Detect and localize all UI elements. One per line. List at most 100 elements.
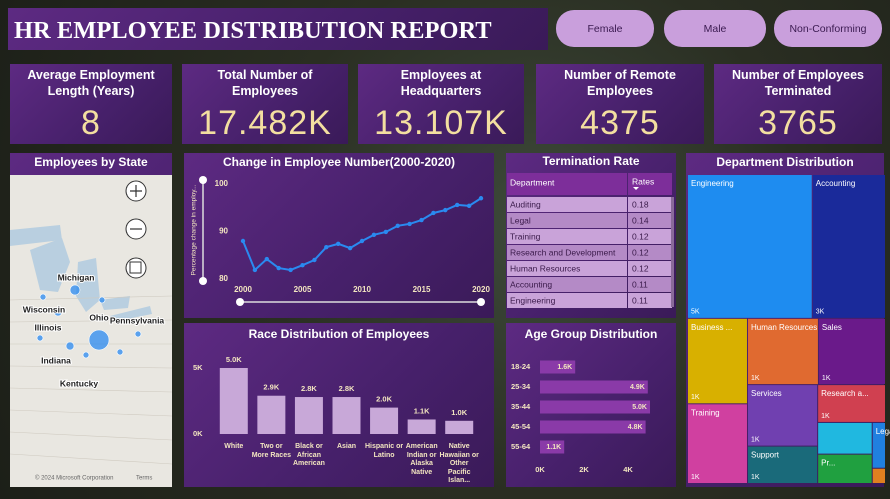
y-tick-label: 0K xyxy=(193,429,203,438)
panel xyxy=(182,64,348,144)
lake xyxy=(30,238,70,292)
tile-label: Services xyxy=(751,389,782,398)
kpi-label: Employees at Headquarters xyxy=(400,68,482,98)
line-point xyxy=(443,207,448,213)
table-row xyxy=(507,277,627,292)
x-tick-label: 4K xyxy=(623,465,633,474)
slider-handle[interactable] xyxy=(477,298,485,306)
y-tick-label: 55-64 xyxy=(511,442,531,451)
sort-arrow xyxy=(633,187,639,190)
line-point xyxy=(300,263,305,268)
bar xyxy=(332,397,361,434)
tile-label: Accounting xyxy=(816,179,856,188)
line-point xyxy=(276,265,281,271)
table-cell: 0.12 xyxy=(632,231,649,241)
table-cell: 0.11 xyxy=(632,295,648,305)
tile-value: 1K xyxy=(691,474,700,481)
kpi-label: Number of Remote Employees xyxy=(564,68,676,98)
line-point xyxy=(419,217,424,223)
tile-value: 1K xyxy=(751,436,760,443)
kpi-label: Number of Employees Terminated xyxy=(732,68,864,98)
table-row xyxy=(628,197,672,212)
line-point xyxy=(431,210,436,216)
panel xyxy=(358,64,524,144)
table-cell: Research and Development xyxy=(510,247,616,257)
x-tick-label: 0K xyxy=(535,465,545,474)
bar xyxy=(540,380,648,394)
table-cell: Engineering xyxy=(510,295,556,305)
x-tick-label: Native Hawaiian or Other Pacific Islan..… xyxy=(439,443,479,484)
chart-title: Race Distribution of Employees xyxy=(249,327,430,341)
tile-value: 3K xyxy=(816,309,825,316)
panel xyxy=(536,64,704,144)
x-tick-label: Hispanic or Latino xyxy=(365,443,404,459)
select-icon xyxy=(129,261,142,274)
y-tick-label: 100 xyxy=(215,179,229,188)
map-label: Indiana xyxy=(41,355,71,365)
chart-title: Age Group Distribution xyxy=(525,327,658,341)
slider-handle[interactable] xyxy=(236,298,244,306)
treemap-tile xyxy=(812,175,885,318)
bar xyxy=(540,400,650,414)
filter-button[interactable]: Male xyxy=(664,10,766,47)
report-title: HR EMPLOYEE DISTRIBUTION REPORT xyxy=(14,17,492,44)
x-tick-label: White xyxy=(224,443,244,450)
x-tick-label: 2K xyxy=(579,465,589,474)
tile-value: 1K xyxy=(822,375,831,382)
bar xyxy=(540,440,565,454)
y-tick-label: 90 xyxy=(219,227,228,236)
scrollbar xyxy=(671,197,674,307)
kpi-value: 13.107K xyxy=(374,104,508,142)
x-tick-label: American Indian or Alaska Native xyxy=(405,443,438,476)
line-point xyxy=(264,256,269,262)
bar xyxy=(219,368,248,434)
treemap-tile xyxy=(747,318,818,385)
state-border xyxy=(9,409,173,417)
table-row xyxy=(507,229,627,244)
table-row xyxy=(628,245,672,260)
line-point xyxy=(359,238,365,244)
y-tick-label: 45-54 xyxy=(511,422,531,431)
line-point xyxy=(312,257,317,263)
y-tick-label: 35-44 xyxy=(511,402,531,411)
value-label: 2.8K xyxy=(339,384,355,393)
y-axis-title: Percentage change in employ... xyxy=(191,184,198,275)
line-point xyxy=(252,267,258,273)
bar xyxy=(370,407,399,434)
slider-handle[interactable] xyxy=(199,176,207,184)
value-label: 5.0K xyxy=(226,355,242,364)
tile-label: Sales xyxy=(822,323,842,332)
panel xyxy=(714,64,882,144)
map-bubble xyxy=(36,334,44,342)
map-bubble xyxy=(88,329,110,351)
line-point xyxy=(478,196,484,201)
map-bubble xyxy=(98,296,106,304)
map-bubble xyxy=(116,348,124,356)
line-point xyxy=(383,229,388,235)
tile-value: 5K xyxy=(691,309,700,316)
tile-label: Training xyxy=(691,408,720,417)
kpi-label: Average Employment Length (Years) xyxy=(27,68,155,98)
slider-handle[interactable] xyxy=(199,277,207,285)
value-label: 1.6K xyxy=(557,364,572,371)
state-border xyxy=(9,431,173,441)
map-label: Kentucky xyxy=(60,378,99,388)
line-point xyxy=(371,232,377,238)
bar xyxy=(540,360,576,374)
x-tick-label: Two or More Races xyxy=(251,443,291,459)
state-border xyxy=(9,387,173,393)
filter-button[interactable]: Female xyxy=(556,10,654,47)
map-label: Michigan xyxy=(58,272,95,282)
table-header xyxy=(628,173,672,195)
lake xyxy=(10,225,62,246)
table-row xyxy=(628,229,672,244)
tile-label: Engineering xyxy=(691,179,734,188)
column-header: Department xyxy=(510,177,555,187)
value-label: 1.1K xyxy=(414,406,430,415)
panel xyxy=(10,64,172,144)
bar xyxy=(257,395,286,434)
table-row xyxy=(628,261,672,276)
line-point xyxy=(324,244,329,250)
filter-button[interactable]: Non-Conforming xyxy=(774,10,882,47)
select-button[interactable] xyxy=(125,257,147,279)
